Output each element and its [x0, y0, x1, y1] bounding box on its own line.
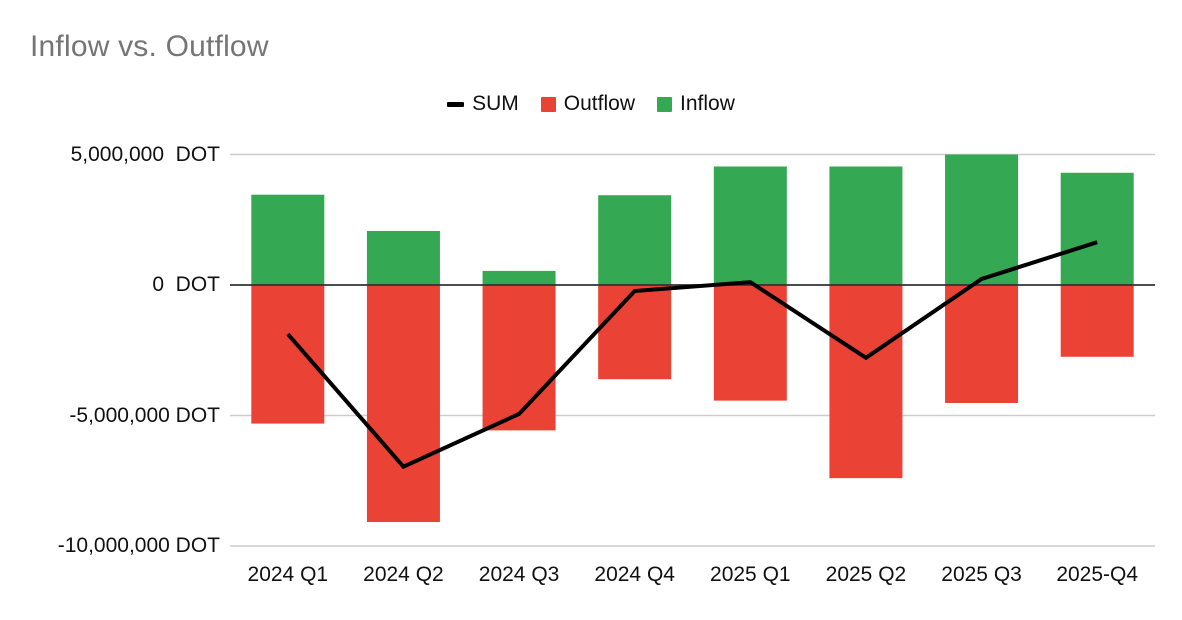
bar-outflow[interactable] — [945, 285, 1019, 403]
chart-title: Inflow vs. Outflow — [30, 30, 269, 63]
y-axis-tick-label: -5,000,000 DOT — [69, 403, 220, 427]
chart-legend: SUM Outflow Inflow — [0, 92, 1182, 116]
legend-label-sum: SUM — [472, 92, 519, 115]
y-axis-tick-label: 0 DOT — [152, 273, 220, 296]
x-axis-tick-label: 2024 Q2 — [363, 563, 444, 586]
bar-inflow[interactable] — [598, 195, 672, 285]
bar-outflow[interactable] — [482, 285, 556, 431]
x-axis-tick-label: 2025 Q1 — [710, 563, 791, 586]
bar-outflow[interactable] — [829, 285, 903, 479]
legend-item-outflow[interactable]: Outflow — [540, 92, 635, 116]
outflow-square-marker-icon — [540, 96, 556, 112]
bar-inflow[interactable] — [1060, 172, 1134, 285]
legend-item-inflow[interactable]: Inflow — [657, 92, 735, 116]
bar-inflow[interactable] — [713, 166, 787, 285]
x-axis-tick-label: 2024 Q1 — [247, 563, 329, 586]
x-axis-tick-label: 2024 Q3 — [478, 563, 560, 586]
bar-outflow[interactable] — [251, 285, 325, 424]
legend-label-inflow: Inflow — [680, 92, 735, 115]
bar-outflow[interactable] — [1060, 285, 1134, 357]
bar-outflow[interactable] — [366, 285, 440, 522]
inflow-square-marker-icon — [657, 96, 672, 112]
bar-inflow[interactable] — [366, 230, 440, 285]
y-axis-tick-label: -10,000,000 DOT — [57, 534, 220, 557]
legend-item-sum[interactable]: SUM — [447, 92, 519, 116]
sum-line-marker-icon — [447, 101, 465, 107]
bar-inflow[interactable] — [829, 166, 903, 285]
sum-line-series — [286, 240, 1098, 470]
x-axis-tick-label: 2025 Q3 — [941, 563, 1022, 586]
y-axis-tick-label: 5,000,000 DOT — [70, 142, 220, 166]
bar-inflow[interactable] — [482, 270, 556, 285]
bars-group — [251, 154, 1134, 522]
x-axis-tick-label: 2025 Q2 — [825, 563, 907, 586]
bar-outflow[interactable] — [713, 285, 787, 401]
sum-line-path[interactable] — [286, 240, 1098, 470]
bar-outflow[interactable] — [598, 285, 672, 380]
legend-label-outflow: Outflow — [563, 92, 635, 115]
x-axis-tick-label: 2025-Q4 — [1056, 563, 1139, 586]
bar-inflow[interactable] — [945, 154, 1019, 286]
x-axis-tick-label: 2024 Q4 — [594, 563, 675, 586]
bar-inflow[interactable] — [251, 194, 325, 285]
